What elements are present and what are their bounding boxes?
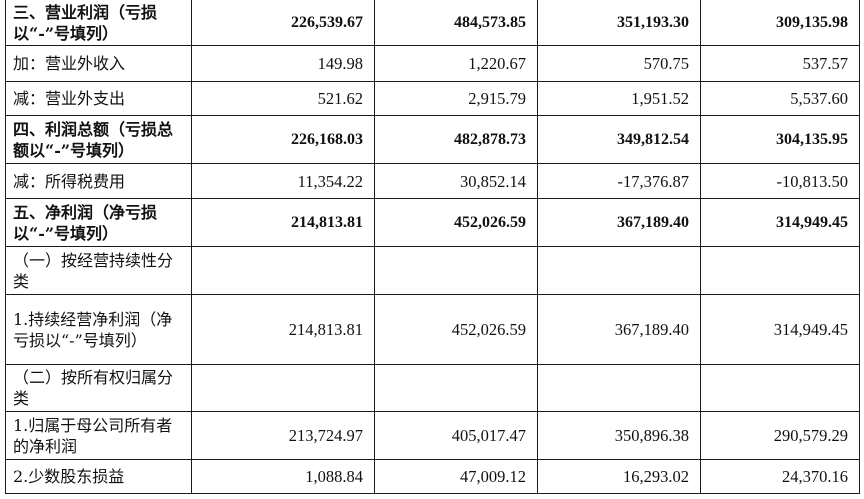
value-cell — [537, 364, 701, 412]
value-cell: 30,852.14 — [374, 163, 538, 199]
table-row-non-operating-expense: 减：营业外支出 521.62 2,915.79 1,951.52 5,537.6… — [5, 81, 860, 116]
value-cell: 24,370.16 — [700, 459, 860, 494]
value-cell: 570.75 — [537, 45, 701, 82]
value-cell: 1,088.84 — [191, 459, 375, 494]
value-cell: -10,813.50 — [700, 163, 860, 199]
value-cell: 226,168.03 — [191, 115, 375, 164]
value-cell — [191, 364, 375, 412]
value-cell: 367,189.40 — [537, 198, 701, 247]
value-cell: 11,354.22 — [191, 163, 375, 199]
table-row-minority-interest: 2.少数股东损益 1,088.84 47,009.12 16,293.02 24… — [5, 459, 860, 494]
value-cell — [374, 364, 538, 412]
value-cell: 1,951.52 — [537, 81, 701, 116]
value-cell: 47,009.12 — [374, 459, 538, 494]
value-cell: 537.57 — [700, 45, 860, 82]
value-cell: 484,573.85 — [374, 0, 538, 46]
table-row-continuing-net-profit: 1.持续经营净利润（净亏损以“-”号填列） 214,813.81 452,026… — [5, 294, 860, 365]
value-cell: 367,189.40 — [537, 294, 701, 365]
value-cell: 452,026.59 — [374, 198, 538, 247]
value-cell: -17,376.87 — [537, 163, 701, 199]
value-cell: 214,813.81 — [191, 294, 375, 365]
value-cell: 309,135.98 — [700, 0, 860, 46]
row-label: （二）按所有权归属分类 — [5, 364, 192, 412]
row-label: 三、营业利润（亏损以“-”号填列） — [5, 0, 192, 46]
income-statement-table: 三、营业利润（亏损以“-”号填列） 226,539.67 484,573.85 … — [5, 0, 860, 494]
value-cell: 16,293.02 — [537, 459, 701, 494]
value-cell: 213,724.97 — [191, 411, 375, 460]
value-cell — [700, 364, 860, 412]
value-cell — [191, 246, 375, 295]
value-cell: 226,539.67 — [191, 0, 375, 46]
row-label: 减：营业外支出 — [5, 81, 192, 116]
value-cell: 2,915.79 — [374, 81, 538, 116]
row-label: 加：营业外收入 — [5, 45, 192, 82]
value-cell: 1,220.67 — [374, 45, 538, 82]
table-row-total-profit: 四、利润总额（亏损总额以“-”号填列） 226,168.03 482,878.7… — [5, 115, 860, 164]
value-cell — [700, 246, 860, 295]
row-label: 四、利润总额（亏损总额以“-”号填列） — [5, 115, 192, 164]
table-row-net-profit: 五、净利润（净亏损以“-”号填列） 214,813.81 452,026.59 … — [5, 198, 860, 247]
value-cell: 452,026.59 — [374, 294, 538, 365]
table-row-operating-profit: 三、营业利润（亏损以“-”号填列） 226,539.67 484,573.85 … — [5, 0, 860, 46]
value-cell: 314,949.45 — [700, 294, 860, 365]
value-cell: 405,017.47 — [374, 411, 538, 460]
value-cell: 290,579.29 — [700, 411, 860, 460]
value-cell: 521.62 — [191, 81, 375, 116]
row-label: 减：所得税费用 — [5, 163, 192, 199]
row-label: （一）按经营持续性分类 — [5, 246, 192, 295]
value-cell: 351,193.30 — [537, 0, 701, 46]
row-label: 1.归属于母公司所有者的净利润 — [5, 411, 192, 460]
table-row-non-operating-income: 加：营业外收入 149.98 1,220.67 570.75 537.57 — [5, 45, 860, 82]
row-label: 1.持续经营净利润（净亏损以“-”号填列） — [5, 294, 192, 365]
value-cell: 350,896.38 — [537, 411, 701, 460]
value-cell: 304,135.95 — [700, 115, 860, 164]
table-row-by-continuity-header: （一）按经营持续性分类 — [5, 246, 860, 295]
value-cell — [374, 246, 538, 295]
value-cell: 214,813.81 — [191, 198, 375, 247]
table-row-parent-net-profit: 1.归属于母公司所有者的净利润 213,724.97 405,017.47 35… — [5, 411, 860, 460]
value-cell: 482,878.73 — [374, 115, 538, 164]
table-row-by-ownership-header: （二）按所有权归属分类 — [5, 364, 860, 412]
value-cell: 149.98 — [191, 45, 375, 82]
table-row-income-tax: 减：所得税费用 11,354.22 30,852.14 -17,376.87 -… — [5, 163, 860, 199]
row-label: 2.少数股东损益 — [5, 459, 192, 494]
value-cell — [537, 246, 701, 295]
row-label: 五、净利润（净亏损以“-”号填列） — [5, 198, 192, 247]
value-cell: 314,949.45 — [700, 198, 860, 247]
value-cell: 5,537.60 — [700, 81, 860, 116]
value-cell: 349,812.54 — [537, 115, 701, 164]
